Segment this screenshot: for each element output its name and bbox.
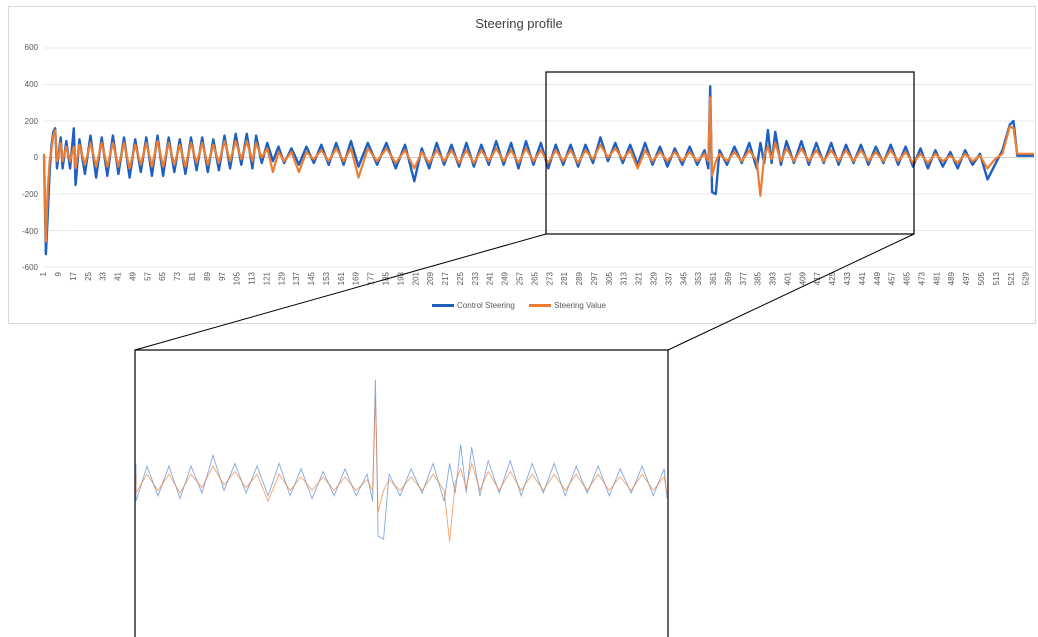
x-tick-label: 297 (590, 271, 599, 285)
legend-swatch-orange (529, 304, 552, 307)
chart-frame (8, 6, 1036, 324)
x-tick-label: 369 (724, 271, 733, 285)
x-tick-label: 441 (858, 271, 867, 285)
x-tick-label: 169 (352, 271, 361, 285)
x-tick-label: 1 (39, 271, 48, 276)
x-tick-label: 489 (947, 271, 956, 285)
x-tick-label: 433 (843, 271, 852, 285)
x-tick-label: 209 (426, 271, 435, 285)
x-tick-label: 425 (828, 271, 837, 285)
inset-line-control-steering (135, 379, 668, 540)
x-tick-label: 97 (218, 271, 227, 280)
x-tick-label: 217 (441, 271, 450, 285)
x-tick-label: 305 (605, 271, 614, 285)
x-tick-label: 193 (396, 271, 405, 285)
legend-swatch-blue (432, 304, 455, 307)
x-tick-label: 497 (962, 271, 971, 285)
x-tick-label: 201 (411, 271, 420, 285)
x-tick-label: 473 (917, 271, 926, 285)
x-tick-label: 81 (188, 271, 197, 280)
x-tick-label: 25 (84, 271, 93, 280)
y-tick-label: 600 (24, 43, 38, 52)
x-tick-label: 505 (977, 271, 986, 285)
x-tick-label: 265 (530, 271, 539, 285)
x-tick-label: 89 (203, 271, 212, 280)
x-tick-label: 65 (158, 271, 167, 280)
y-tick-label: 400 (24, 80, 38, 89)
y-tick-label: -200 (21, 190, 38, 199)
x-tick-label: 481 (932, 271, 941, 285)
x-tick-label: 145 (307, 271, 316, 285)
x-tick-label: 49 (128, 271, 137, 280)
y-tick-label: 0 (33, 153, 38, 162)
legend-label: Steering Value (554, 301, 606, 310)
x-tick-label: 241 (486, 271, 495, 285)
x-tick-label: 225 (456, 271, 465, 285)
x-tick-label: 137 (292, 271, 301, 285)
x-tick-label: 417 (813, 271, 822, 285)
x-tick-label: 129 (277, 271, 286, 285)
x-tick-label: 73 (173, 271, 182, 280)
series-line-steering-value (42, 96, 1034, 243)
x-tick-label: 273 (545, 271, 554, 285)
x-tick-label: 353 (694, 271, 703, 285)
y-tick-label: -400 (21, 227, 38, 236)
zoom-connector-right (667, 233, 915, 351)
x-tick-label: 105 (233, 271, 242, 285)
inset-line-steering-value (135, 395, 668, 542)
x-tick-label: 257 (516, 271, 525, 285)
x-tick-label: 345 (679, 271, 688, 285)
x-tick-label: 57 (143, 271, 152, 280)
x-tick-label: 313 (620, 271, 629, 285)
x-tick-label: 337 (664, 271, 673, 285)
x-tick-label: 249 (501, 271, 510, 285)
x-tick-label: 385 (754, 271, 763, 285)
x-tick-label: 321 (635, 271, 644, 285)
chart-legend: Control Steering Steering Value (0, 300, 1038, 310)
legend-item: Steering Value (529, 301, 606, 310)
x-tick-label: 457 (888, 271, 897, 285)
x-tick-label: 289 (575, 271, 584, 285)
x-tick-label: 121 (262, 271, 271, 285)
x-tick-label: 17 (69, 271, 78, 280)
legend-item: Control Steering (432, 301, 515, 310)
x-tick-label: 161 (337, 271, 346, 285)
x-tick-label: 401 (783, 271, 792, 285)
legend-label: Control Steering (457, 301, 515, 310)
y-tick-label: -600 (21, 263, 38, 272)
x-tick-label: 233 (471, 271, 480, 285)
x-tick-label: 41 (114, 271, 123, 280)
x-tick-label: 449 (873, 271, 882, 285)
chart-title: Steering profile (475, 16, 563, 31)
x-tick-label: 153 (322, 271, 331, 285)
y-tick-label: 200 (24, 117, 38, 126)
x-tick-label: 377 (739, 271, 748, 285)
x-tick-label: 9 (54, 271, 63, 276)
x-tick-label: 177 (367, 271, 376, 285)
x-tick-label: 329 (649, 271, 658, 285)
x-tick-label: 33 (99, 271, 108, 280)
x-tick-label: 409 (798, 271, 807, 285)
x-tick-label: 281 (560, 271, 569, 285)
x-tick-label: 513 (992, 271, 1001, 285)
zoom-connector-left (134, 233, 547, 351)
zoom-region-box (545, 71, 915, 235)
series-line-control-steering (42, 85, 1034, 256)
x-tick-label: 361 (709, 271, 718, 285)
x-tick-label: 529 (1022, 271, 1031, 285)
x-tick-label: 521 (1007, 271, 1016, 285)
x-tick-label: 113 (248, 271, 257, 284)
x-tick-label: 393 (769, 271, 778, 285)
x-tick-label: 465 (903, 271, 912, 285)
x-tick-label: 185 (382, 271, 391, 285)
